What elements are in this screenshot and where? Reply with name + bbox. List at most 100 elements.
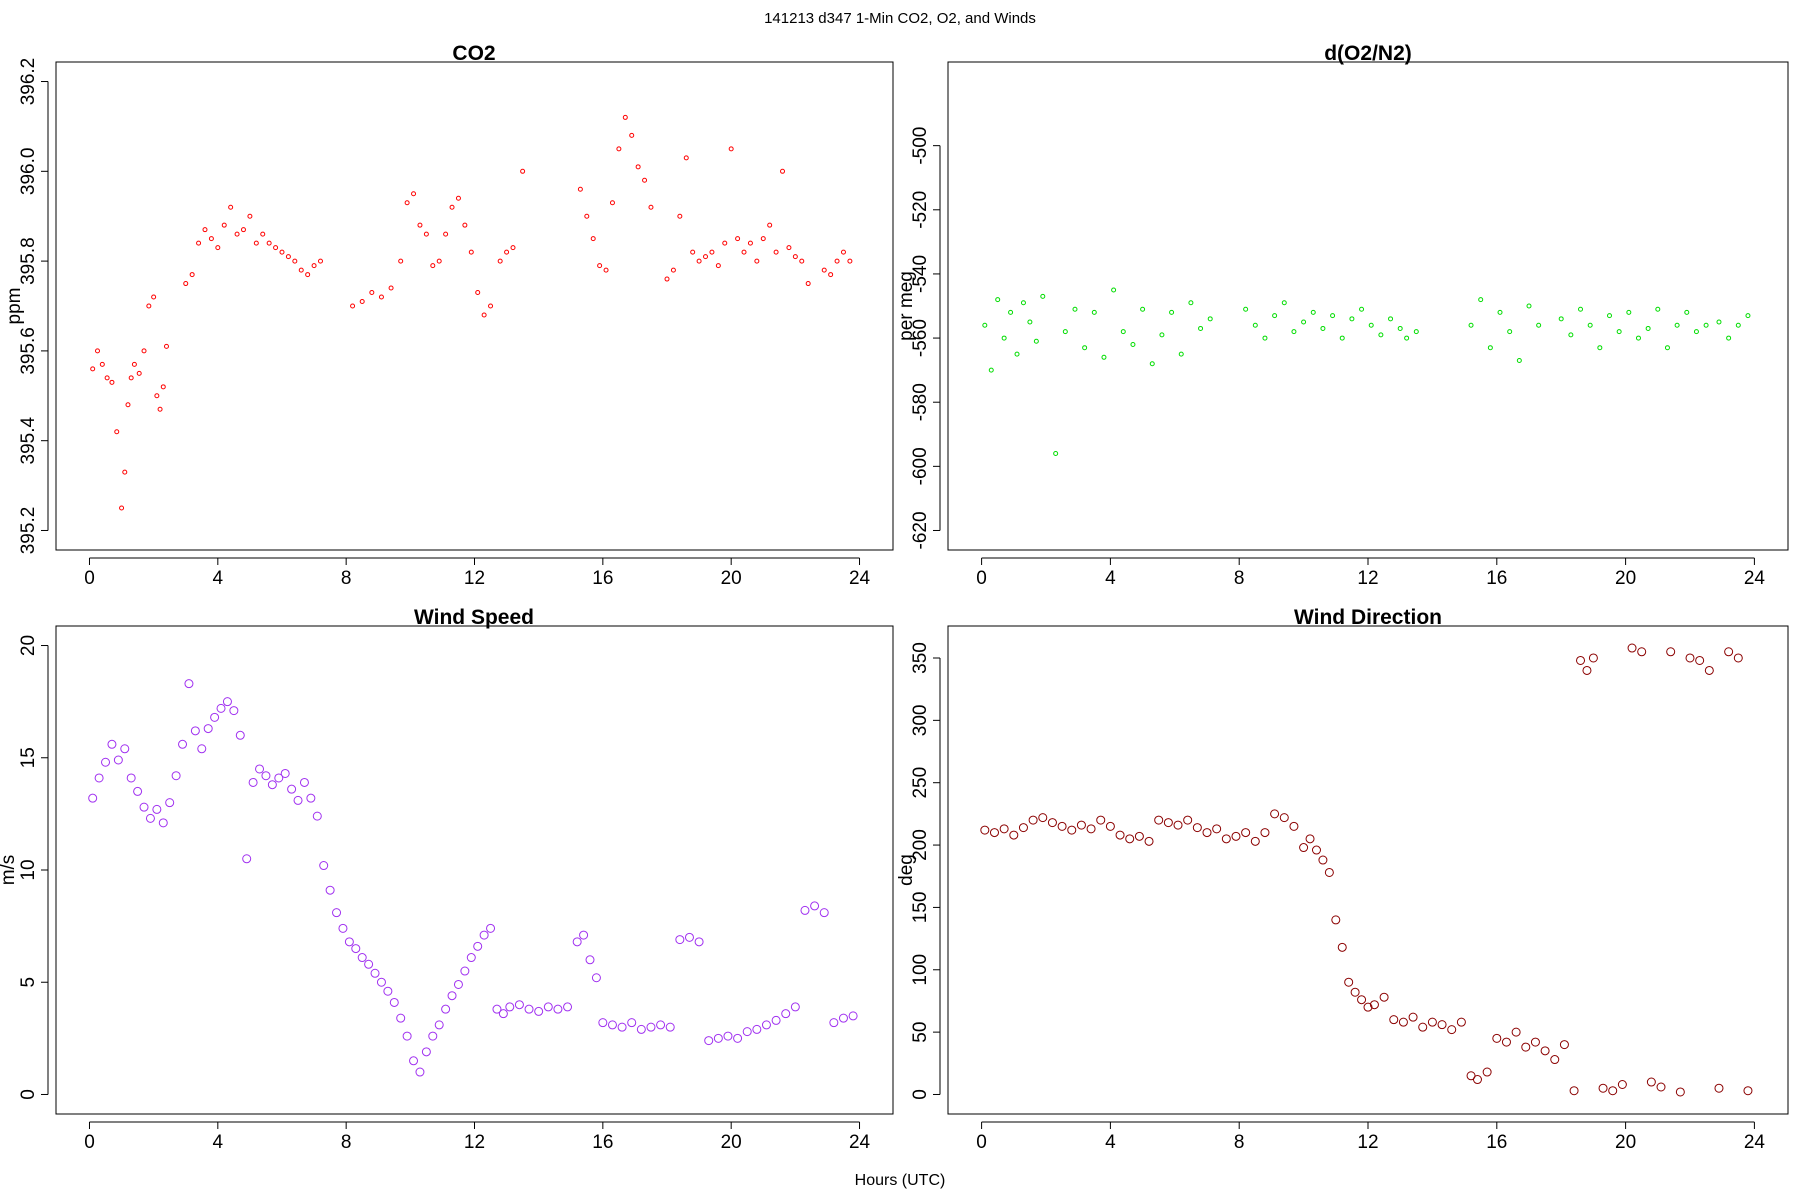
data-point (1437, 1020, 1447, 1030)
data-point (481, 312, 487, 318)
data-point (1115, 830, 1125, 840)
data-point (306, 793, 316, 803)
data-point (1637, 647, 1647, 657)
data-point (1279, 813, 1289, 823)
data-point (443, 231, 449, 237)
data-point (995, 297, 1001, 303)
data-point (99, 361, 105, 367)
data-point (95, 348, 101, 354)
data-point (351, 944, 361, 954)
data-point (114, 429, 120, 435)
data-point (369, 290, 375, 296)
data-point (1482, 1067, 1492, 1077)
data-point (411, 191, 417, 197)
data-point (840, 249, 846, 255)
data-point (460, 966, 470, 976)
data-point (982, 322, 988, 328)
data-point (1724, 647, 1734, 657)
data-point (980, 825, 990, 835)
data-point (1149, 361, 1155, 367)
data-point (800, 905, 810, 915)
data-point (125, 402, 131, 408)
data-point (771, 1015, 781, 1025)
data-point (1511, 1027, 1521, 1037)
data-point (819, 908, 829, 918)
data-point (299, 777, 309, 787)
data-point (848, 1011, 858, 1021)
x-tick-label: 8 (341, 1132, 352, 1153)
data-point (128, 375, 134, 381)
data-point (279, 249, 285, 255)
data-point (728, 146, 734, 152)
data-point (1038, 813, 1048, 823)
data-point (453, 979, 463, 989)
data-point (1521, 1042, 1531, 1052)
data-point (723, 1031, 733, 1041)
y-tick-label: 250 (910, 767, 931, 799)
x-tick-label: 4 (213, 1132, 224, 1153)
data-point (473, 941, 483, 951)
data-point (1468, 322, 1474, 328)
y-axis-label: ppm (4, 288, 25, 325)
data-point (388, 285, 394, 291)
data-point (122, 469, 128, 475)
data-point (305, 272, 311, 278)
x-tick-label: 20 (721, 568, 742, 589)
axis-ticks: 0 4 8 12 16 20 24 395.2 395.4 395.6 395.8 396.0 396.… (18, 58, 871, 589)
data-point (1674, 322, 1680, 328)
data-point (267, 780, 277, 790)
plot-frame (55, 61, 894, 551)
data-point (1008, 309, 1014, 315)
axis-ticks: 0 4 8 12 16 20 24 -620 -600 -580 -560 -540 -520 -500 (910, 127, 1765, 589)
data-point (415, 1067, 425, 1077)
data-point (829, 1018, 839, 1028)
data-point (847, 258, 853, 264)
y-axis-label: m/s (0, 855, 19, 886)
panel-title: Wind Direction (1294, 606, 1442, 629)
data-point (171, 771, 181, 781)
data-point (447, 991, 457, 1001)
data-point (221, 222, 227, 228)
data-point (1057, 821, 1067, 831)
data-point (1558, 316, 1564, 322)
y-tick-label: 150 (910, 892, 931, 924)
data-point (1221, 834, 1231, 844)
y-tick-label: 50 (910, 1022, 931, 1043)
data-point (1207, 316, 1213, 322)
data-point (1033, 338, 1039, 344)
data-point (208, 236, 214, 242)
data-point (684, 932, 694, 942)
data-point (184, 679, 194, 689)
data-point (325, 885, 335, 895)
data-point (1082, 345, 1088, 351)
data-point (733, 1033, 743, 1043)
data-point (1397, 325, 1403, 331)
data-point (1318, 855, 1328, 865)
y-tick-label: 395.4 (18, 416, 39, 464)
data-point (786, 245, 792, 251)
data-point (344, 937, 354, 947)
x-tick-label: 4 (213, 568, 224, 589)
data-point (1530, 1037, 1540, 1047)
data-point (492, 1004, 502, 1014)
data-point (761, 1020, 771, 1030)
data-point (1492, 1033, 1502, 1043)
data-point (378, 294, 384, 300)
data-point (591, 973, 601, 983)
data-point (988, 367, 994, 373)
data-point (1009, 830, 1019, 840)
panel-wind-direction: Wind Direction deg 0 4 8 12 16 20 24 0 50 100 150 2… (896, 606, 1789, 1153)
data-point (178, 739, 188, 749)
data-point (648, 204, 654, 210)
data-point (572, 937, 582, 947)
data-point (577, 186, 583, 192)
y-tick-label: 100 (910, 954, 931, 986)
data-point (189, 272, 195, 278)
x-tick-label: 12 (1357, 568, 1378, 589)
data-point (242, 854, 252, 864)
data-point (240, 227, 246, 233)
data-point (197, 744, 207, 754)
data-point (364, 959, 374, 969)
data-point (828, 272, 834, 278)
x-tick-label: 12 (1357, 1132, 1378, 1153)
